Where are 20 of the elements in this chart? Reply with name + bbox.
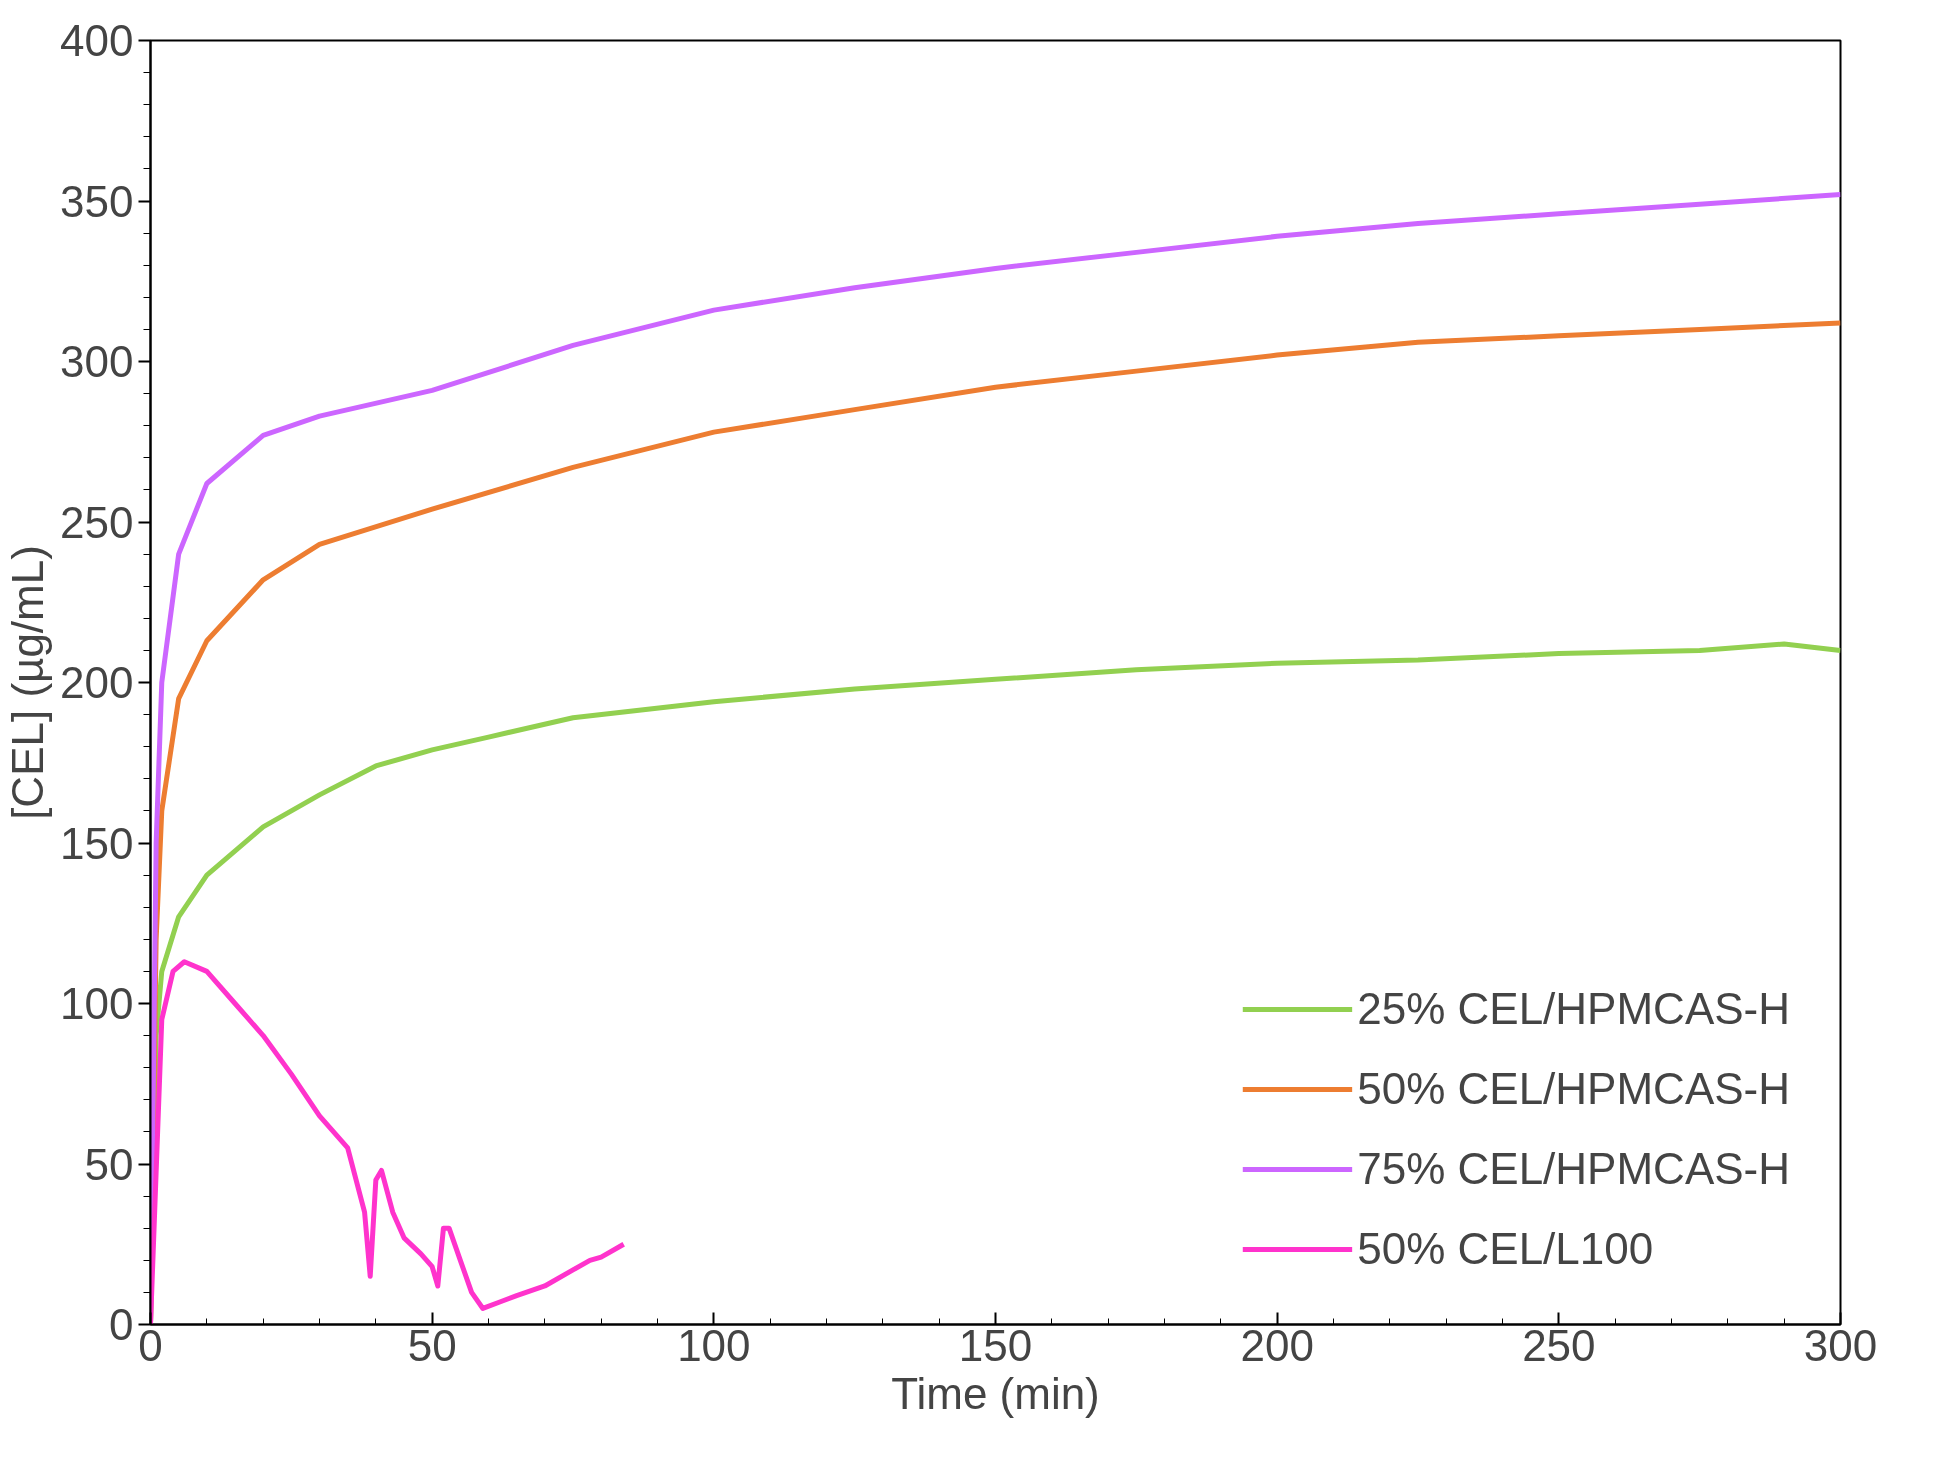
y-tick-label: 300 xyxy=(60,337,134,386)
y-tick-label: 100 xyxy=(60,979,134,1028)
y-tick-label: 200 xyxy=(60,658,134,707)
legend-label: 25% CEL/HPMCAS-H xyxy=(1357,984,1790,1034)
legend-label: 50% CEL/L100 xyxy=(1357,1224,1654,1274)
x-tick-label: 100 xyxy=(677,1320,751,1370)
y-axis-title: [CEL] (µg/mL) xyxy=(3,545,53,820)
legend-label: 75% CEL/HPMCAS-H xyxy=(1357,1144,1790,1194)
legend-label: 50% CEL/HPMCAS-H xyxy=(1357,1064,1790,1114)
x-tick-label: 250 xyxy=(1522,1320,1596,1370)
x-tick-label: 300 xyxy=(1803,1320,1878,1370)
y-tick-label: 350 xyxy=(60,176,134,226)
y-tick-label: 150 xyxy=(60,818,134,868)
y-tick-label: 400 xyxy=(60,16,134,65)
x-tick-label: 50 xyxy=(407,1320,457,1370)
x-tick-label: 200 xyxy=(1240,1320,1314,1370)
y-tick-label: 50 xyxy=(84,1139,134,1189)
x-axis-title: Time (min) xyxy=(891,1368,1100,1418)
x-tick-label: 150 xyxy=(958,1320,1033,1370)
y-tick-label: 250 xyxy=(60,497,134,547)
